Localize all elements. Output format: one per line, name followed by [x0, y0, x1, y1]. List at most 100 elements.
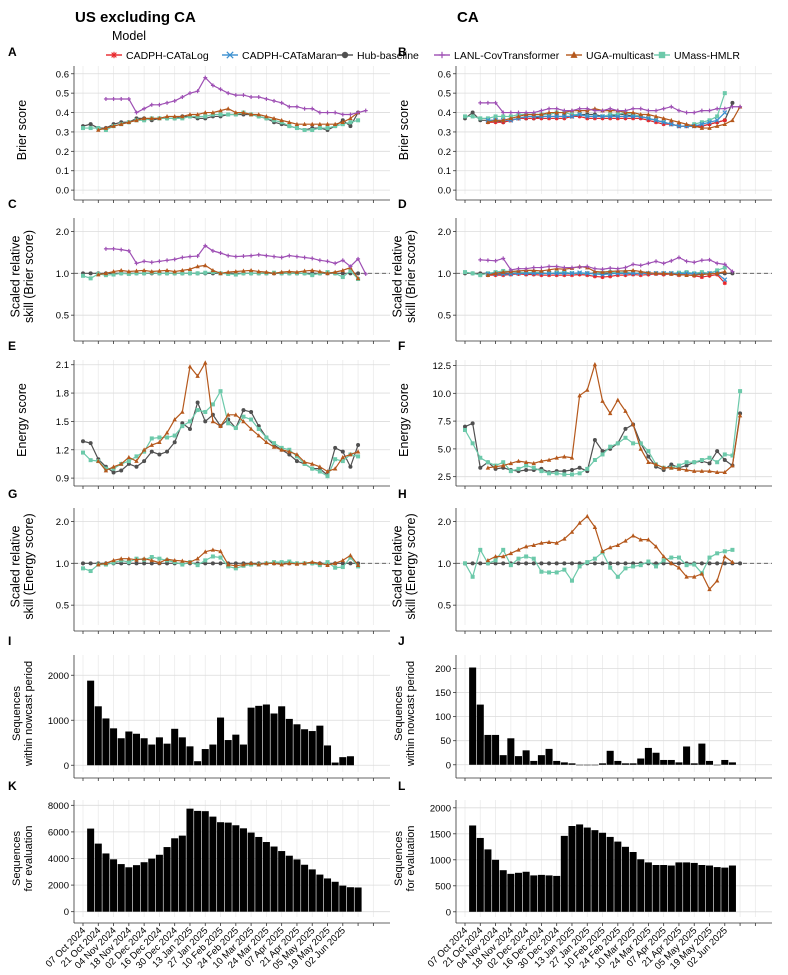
data-point: [119, 96, 124, 101]
data-point: [195, 400, 200, 405]
y-tick-label: 0.5: [438, 89, 451, 100]
data-point: [264, 269, 269, 274]
data-point: [623, 265, 628, 270]
data-point: [569, 468, 574, 472]
y-axis-label-line: Sequences: [11, 830, 23, 886]
data-point: [203, 549, 208, 554]
data-point: [356, 118, 361, 123]
data-point: [356, 454, 361, 459]
data-point: [233, 112, 238, 117]
legend-label: Hub-baseline: [357, 50, 419, 62]
data-point: [654, 561, 659, 566]
data-point: [631, 441, 636, 446]
y-tick-label: 150: [435, 688, 451, 699]
y-tick-label: 1500: [430, 829, 451, 840]
data-point: [203, 263, 208, 268]
data-point: [722, 118, 727, 123]
data-point: [81, 450, 85, 455]
data-point: [623, 561, 628, 566]
legend-title: Model: [112, 29, 146, 43]
data-point: [554, 110, 559, 115]
data-point: [287, 119, 292, 125]
data-point: [88, 441, 93, 446]
data-point: [562, 108, 567, 113]
series-lanl-covtransformer: [478, 100, 743, 115]
data-point: [272, 254, 277, 259]
series-uga-multicast: [485, 362, 743, 475]
y-tick-label: 2000: [430, 803, 451, 814]
data-point: [608, 561, 613, 566]
data-point: [187, 364, 193, 369]
data-point: [149, 260, 154, 265]
data-point: [356, 443, 361, 448]
data-point: [149, 561, 154, 566]
bar: [201, 749, 209, 766]
bar: [140, 862, 148, 912]
data-point: [722, 469, 727, 475]
bar: [545, 875, 553, 912]
data-point: [134, 557, 139, 562]
data-point: [241, 110, 246, 115]
data-point: [279, 100, 284, 105]
y-tick-label: 1.0: [56, 559, 69, 570]
data-point: [738, 561, 743, 566]
data-point: [317, 560, 323, 566]
series-line: [487, 106, 741, 129]
data-point: [692, 110, 697, 115]
data-point: [577, 520, 582, 525]
data-point: [730, 100, 735, 105]
data-point: [684, 259, 689, 264]
data-point: [547, 570, 552, 575]
data-point: [615, 266, 620, 271]
panel-c: 0.5 1.0 2.0 C Scaled relative skill (Brier sc…: [8, 197, 390, 344]
data-point: [714, 117, 720, 123]
y-axis-label: Sequences for evaluation: [11, 825, 35, 891]
data-point: [272, 98, 277, 103]
data-point: [233, 93, 238, 98]
y-tick-label: 0: [64, 907, 69, 918]
data-point: [569, 265, 574, 270]
data-point: [516, 458, 521, 463]
data-point: [722, 458, 727, 462]
bar: [537, 874, 545, 912]
y-axis-label-line: skill (Brier score): [22, 230, 36, 323]
y-axis-label: Scaled relative skill (Energy score): [390, 513, 418, 619]
data-point: [287, 560, 292, 566]
data-point: [103, 273, 108, 278]
data-point: [623, 538, 628, 543]
data-point: [203, 243, 208, 248]
data-point: [195, 114, 200, 119]
data-point: [325, 474, 330, 479]
bar: [667, 865, 675, 912]
bar: [140, 738, 148, 766]
data-point: [722, 277, 728, 283]
series-umass-hmlr: [463, 547, 735, 583]
data-point: [585, 560, 590, 565]
data-point: [149, 102, 154, 107]
data-point: [195, 264, 200, 269]
data-point: [493, 270, 498, 276]
data-point: [233, 566, 238, 571]
data-point: [317, 258, 322, 263]
y-tick-label: 0.0: [56, 186, 69, 197]
data-point: [225, 106, 231, 111]
data-point: [501, 460, 506, 465]
y-tick-label: 2000: [48, 671, 69, 682]
data-point: [547, 561, 552, 566]
data-point: [493, 114, 498, 119]
data-point: [241, 254, 246, 259]
y-tick-label: 0.1: [56, 166, 69, 177]
data-point: [256, 252, 261, 257]
bar: [278, 851, 286, 912]
data-point: [325, 259, 330, 264]
data-point: [470, 421, 475, 426]
data-point: [638, 563, 643, 568]
data-point: [585, 513, 590, 519]
data-point: [142, 106, 147, 111]
data-point: [684, 467, 689, 472]
data-point: [478, 100, 483, 105]
bar: [507, 873, 515, 912]
y-axis-label-line: skill (Energy score): [404, 513, 418, 619]
data-point: [562, 469, 567, 474]
data-point: [501, 114, 506, 119]
